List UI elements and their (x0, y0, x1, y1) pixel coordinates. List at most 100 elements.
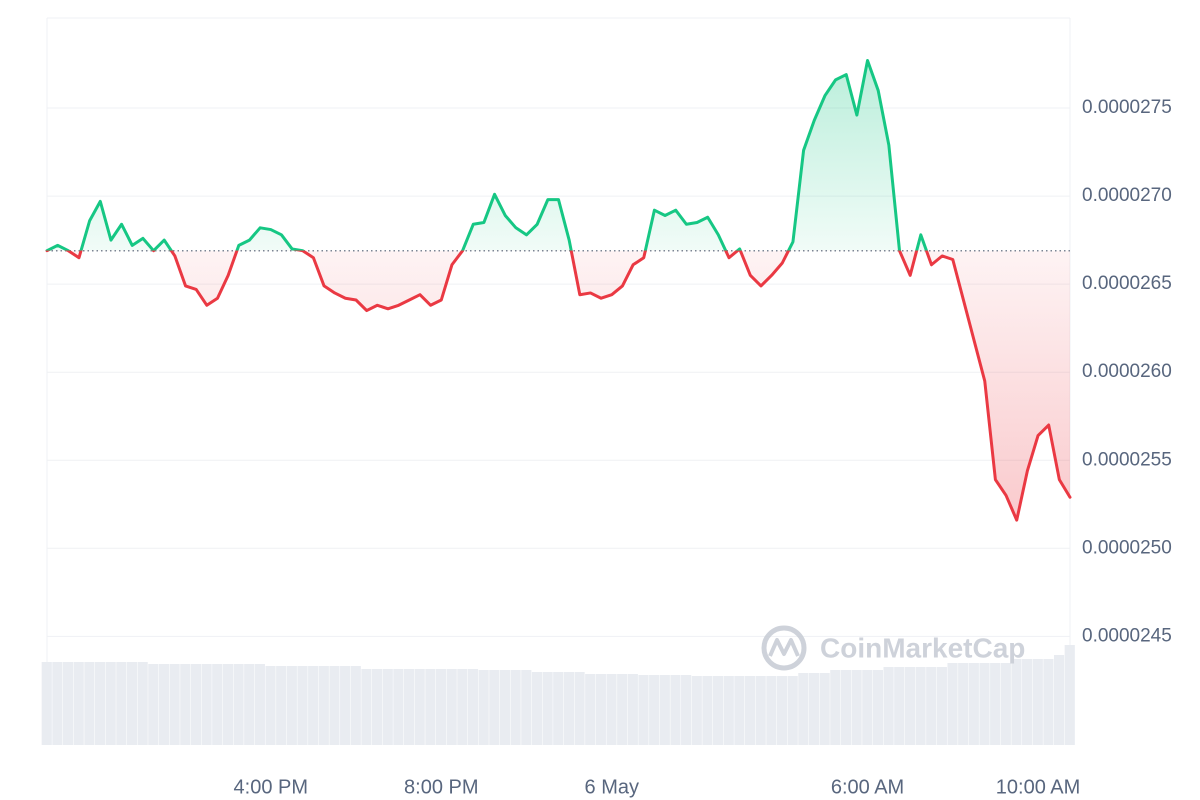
volume-bar (286, 666, 297, 745)
volume-bar (254, 664, 265, 745)
volume-bar (744, 676, 756, 745)
volume-bar (990, 663, 1001, 745)
y-tick-label: 0.0000265 (1082, 273, 1172, 294)
volume-bar (350, 666, 361, 745)
volume-bar (723, 676, 734, 745)
volume-bar (979, 663, 990, 745)
volume-bar (116, 662, 127, 745)
watermark-text: CoinMarketCap (820, 632, 1025, 663)
volume-bar (936, 667, 947, 745)
volume-bar (94, 662, 106, 745)
volume-bar (84, 662, 95, 745)
volume-bar (1022, 659, 1033, 745)
volume-bar (457, 669, 468, 745)
grid (47, 107, 1070, 637)
volume-bar (968, 663, 979, 745)
volume-bar (190, 664, 202, 745)
volume-bar (574, 672, 585, 745)
price-area (47, 60, 1070, 521)
y-tick-label: 0.0000255 (1082, 449, 1172, 470)
watermark-logo-mark (768, 638, 800, 657)
volume-bar (148, 664, 159, 745)
volume-bar (915, 667, 926, 745)
volume-bar (681, 675, 692, 745)
y-tick-label: 0.0000275 (1082, 97, 1172, 118)
y-tick-label: 0.0000270 (1082, 185, 1172, 206)
volume-bar (862, 670, 873, 745)
volume-bar (659, 675, 670, 745)
volume-bar (638, 675, 649, 745)
x-tick-label: 6 May (585, 776, 639, 798)
volume-bar (510, 670, 521, 745)
volume-bar (169, 664, 180, 745)
volume-bar (403, 669, 415, 745)
volume-bar (265, 666, 276, 745)
volume-bar (585, 674, 596, 745)
volume-bar (958, 663, 969, 745)
price-line (45, 59, 1072, 522)
y-tick-label: 0.0000245 (1082, 625, 1172, 646)
volume-bar (830, 670, 841, 745)
volume-bar (233, 664, 244, 745)
volume-bar (382, 669, 393, 745)
volume-bar (883, 667, 894, 745)
volume-bar (478, 670, 489, 745)
volume-bar (606, 674, 617, 745)
volume-bar (1064, 645, 1075, 745)
volume-bar (361, 669, 372, 745)
volume-bar (1032, 659, 1043, 745)
volume-bar (670, 675, 681, 745)
volume-bar (308, 666, 319, 745)
volume-bar (41, 662, 52, 745)
volume-bar (840, 670, 852, 745)
volume-bar (1043, 659, 1054, 745)
volume-bar (691, 676, 702, 745)
volume-bar (1011, 659, 1022, 745)
volume-bar (201, 664, 212, 745)
y-tick-label: 0.0000260 (1082, 361, 1172, 382)
volume-bar (798, 673, 809, 745)
volume-bar (499, 670, 511, 745)
volume-bar (244, 664, 255, 745)
watermark-logo (761, 625, 807, 671)
volume-bar (414, 669, 425, 745)
volume-bar (713, 676, 724, 745)
volume-bar (926, 667, 937, 745)
volume-bar (1054, 655, 1065, 745)
volume-bar (62, 662, 74, 745)
volume-bar (851, 670, 862, 745)
volume-bar (158, 664, 170, 745)
volume-bar (393, 669, 404, 745)
volume-bar (649, 675, 660, 745)
volume-bar (755, 676, 766, 745)
volume-bar (446, 669, 457, 745)
volume-bar (297, 666, 308, 745)
volume-bar (1000, 663, 1011, 745)
volume-bar (435, 669, 447, 745)
volume-bar (425, 669, 436, 745)
y-tick-label: 0.0000250 (1082, 537, 1172, 558)
volume-bar (137, 662, 148, 745)
volume-bar (73, 662, 84, 745)
volume-bar (819, 673, 830, 745)
volume-bar (105, 662, 116, 745)
watermark: CoinMarketCap (761, 625, 1025, 671)
volume-bar (318, 666, 329, 745)
volume-bar (617, 674, 628, 745)
volume (41, 645, 1075, 745)
volume-bar (126, 662, 138, 745)
x-tick-label: 6:00 AM (831, 776, 904, 798)
volume-bar (521, 670, 532, 745)
x-tick-label: 4:00 PM (234, 776, 308, 798)
volume-bar (563, 672, 574, 745)
volume-bar (894, 667, 905, 745)
volume-bar (489, 670, 500, 745)
volume-bar (180, 664, 191, 745)
x-tick-label: 8:00 PM (404, 776, 478, 798)
volume-bar (734, 676, 745, 745)
volume-bar (776, 676, 788, 745)
volume-bar (702, 676, 713, 745)
plot (45, 59, 1072, 522)
